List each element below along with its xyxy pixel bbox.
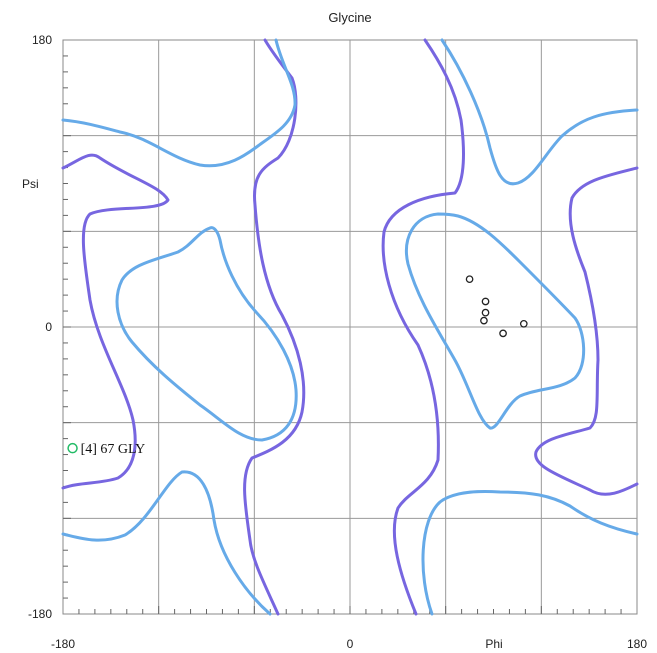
residue-point[interactable] <box>465 275 474 284</box>
favoured-contour-left-top <box>61 38 297 168</box>
residue-point[interactable] <box>499 329 507 338</box>
x-tick-label: -180 <box>51 637 75 651</box>
allowed-contour-left-upper <box>61 153 170 490</box>
y-axis-label: Psi <box>22 177 39 191</box>
chart-title: Glycine <box>328 10 371 25</box>
outlier-point[interactable] <box>67 442 78 454</box>
residue-point[interactable] <box>481 308 490 317</box>
allowed-contour-left-lower <box>243 38 306 616</box>
residue-point[interactable] <box>519 319 528 328</box>
residue-point[interactable] <box>481 297 490 306</box>
y-tick-label: 0 <box>45 320 52 334</box>
x-axis-label: Phi <box>485 637 502 651</box>
y-tick-label: -180 <box>28 607 52 621</box>
tick-labels: -180 0 180 180 0 -180 <box>28 33 647 651</box>
allowed-contour-right-upper <box>381 38 465 616</box>
outlier-label: [4] 67 GLY <box>81 442 146 457</box>
favoured-contour-left-center <box>115 226 298 442</box>
favoured-contour-right-center <box>405 212 586 430</box>
favoured-contour-right-top <box>440 38 639 186</box>
favoured-contour-left-bottom <box>61 470 272 616</box>
favoured-contour-right-bottom <box>421 490 639 616</box>
x-tick-label: 180 <box>627 637 647 651</box>
y-tick-label: 180 <box>32 33 52 47</box>
residue-point[interactable] <box>480 316 488 325</box>
x-tick-label: 0 <box>347 637 354 651</box>
contours <box>61 38 639 616</box>
outlier-marker[interactable]: [4] 67 GLY <box>67 442 146 457</box>
axis-ticks <box>63 55 622 614</box>
allowed-contour-right-lower <box>534 166 639 496</box>
data-points <box>465 275 528 338</box>
grid-lines <box>63 40 637 614</box>
